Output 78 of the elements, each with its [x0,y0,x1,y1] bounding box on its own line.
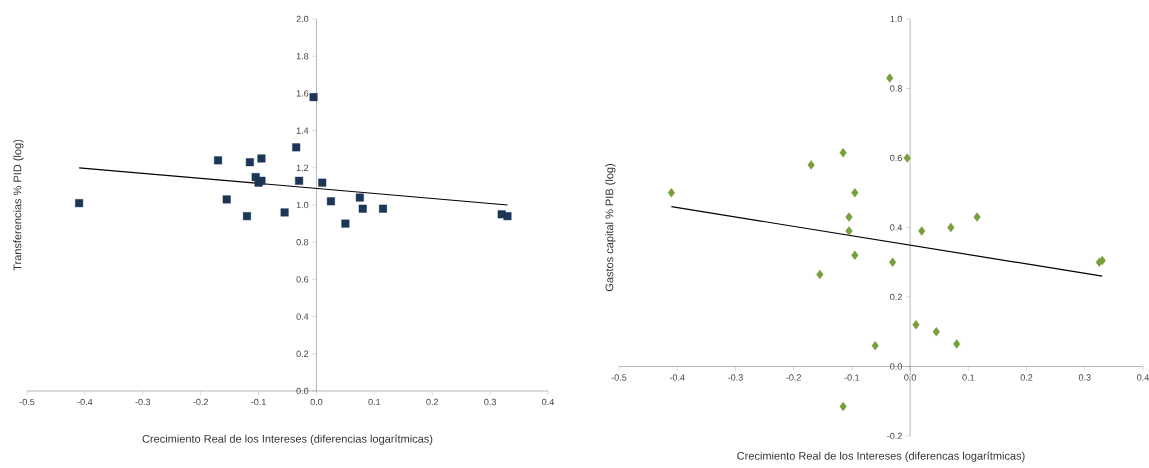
point [816,269,824,280]
point [280,208,289,217]
point [903,153,911,163]
point [807,160,815,170]
y-tick-label: 1.6 [296,90,309,97]
x-tick-label: -0.2 [193,398,208,406]
x-tick-label: -0.1 [251,398,266,406]
x-tick-label: 0.2 [1020,374,1033,381]
x-tick-label: -0.4 [77,398,93,406]
point [309,93,318,102]
y-tick-label: 0.2 [890,293,902,301]
x-tick-label: 0.2 [426,398,439,406]
x-tick-label: 0.0 [310,398,323,406]
y-axis-title: Transferencias % PID (log) [13,139,24,271]
y-tick-label: 0.4 [296,313,309,320]
x-tick-label: 0.3 [1078,374,1091,381]
point [839,148,847,158]
point [214,156,223,165]
y-tick-label: 2.0 [296,15,309,23]
point [839,401,847,412]
y-tick-label: 0.6 [296,276,309,283]
point [973,212,981,222]
y-tick-label: 1.0 [890,15,902,23]
x-tick-label: -0.3 [728,374,743,381]
y-tick-label: 1.2 [296,164,309,171]
point [912,320,920,330]
point [222,195,231,204]
y-tick-label: 1.8 [296,53,309,60]
x-tick-label: -0.3 [135,398,151,406]
y-tick-label: 0.0 [296,387,309,395]
point [851,188,859,198]
point [341,219,350,228]
x-tick-label: -0.4 [669,374,685,381]
y-axis-title: Gastos capital % PIB (log) [605,164,616,292]
x-tick-label: 0.4 [1137,374,1149,381]
y-tick-label: 1.0 [296,201,309,209]
point [871,340,879,351]
point [851,250,859,260]
x-tick-label: 0.4 [542,398,554,406]
y-tick-label: 0.2 [296,350,309,357]
y-tick-label: 0.4 [890,224,903,231]
x-tick-label: 0.3 [484,398,496,406]
point [292,143,301,152]
point [295,176,304,185]
point [845,212,853,222]
point [947,222,955,233]
point [326,197,335,206]
point [953,339,961,349]
x-tick-label: -0.5 [19,398,35,406]
x-axis-title: Crecimiento Real de los Intereses (diferencas logarítmicas) [737,451,1025,462]
y-tick-label: 0.8 [890,85,902,92]
x-tick-label: 0.1 [962,374,975,381]
x-tick-label: 0.1 [368,398,381,406]
point [379,204,388,213]
point [318,178,327,187]
point [503,212,512,221]
x-axis-title: Crecimiento Real de los Intereses (diferencias logarítmicas) [142,434,433,445]
point [358,204,367,213]
y-tick-label: -0.2 [887,432,902,440]
point [845,226,853,236]
point [918,226,926,236]
x-tick-label: -0.2 [786,374,801,381]
point [257,154,266,163]
point [667,188,675,198]
y-tick-label: 0.8 [296,239,309,246]
point [932,327,940,337]
x-tick-label: -0.5 [611,374,627,381]
point [75,199,84,208]
y-tick-label: 0.6 [890,154,902,162]
point [889,257,897,267]
x-tick-label: -0.1 [844,374,860,381]
point [242,212,251,221]
point [245,158,254,167]
x-tick-label: 0.0 [904,374,917,381]
y-tick-label: 1.4 [296,127,309,134]
y-tick-label: 0.0 [890,363,902,370]
point [355,193,364,202]
point [886,73,894,83]
